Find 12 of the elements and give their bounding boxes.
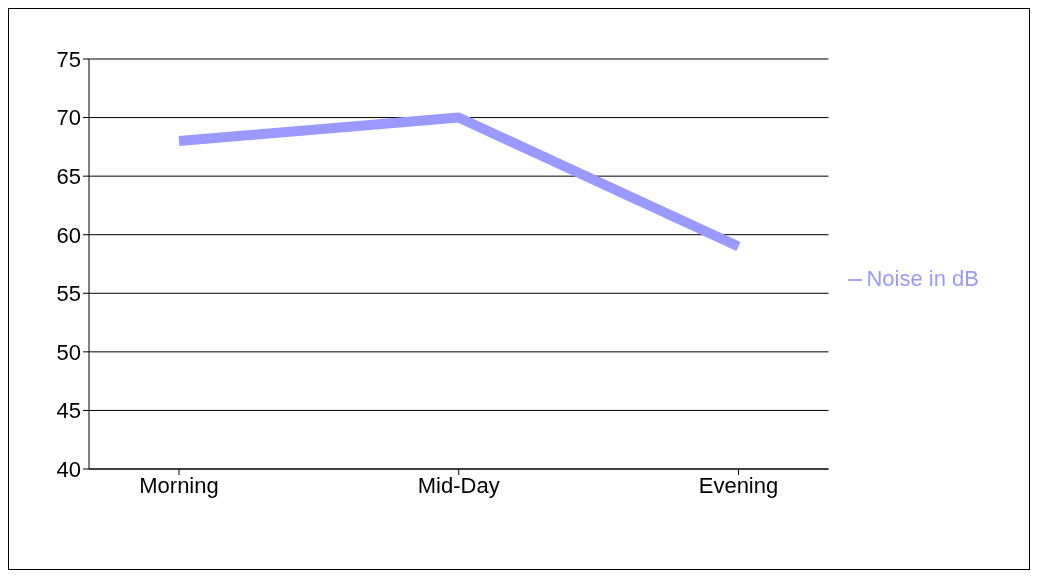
y-tick-label: 70 xyxy=(56,105,81,131)
y-tick-label: 75 xyxy=(56,46,81,72)
x-tick-label: Mid-Day xyxy=(417,472,500,498)
x-tick-label: Morning xyxy=(139,472,219,498)
y-tick-label: 40 xyxy=(56,456,81,482)
legend-label: Noise in dB xyxy=(866,266,979,291)
y-tick-label: 55 xyxy=(56,281,81,307)
y-tick-label: 65 xyxy=(56,163,81,189)
y-tick-label: 60 xyxy=(56,222,81,248)
y-tick-label: 45 xyxy=(56,398,81,424)
x-tick-label: Evening xyxy=(698,472,779,498)
y-tick-label: 50 xyxy=(56,339,81,365)
